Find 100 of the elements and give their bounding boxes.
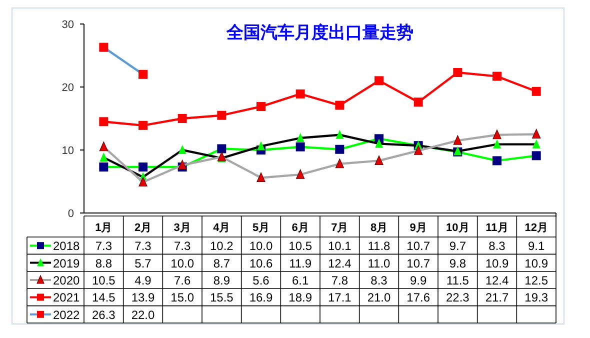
data-label: 8.8	[95, 256, 112, 270]
data-label: 8.3	[370, 274, 388, 288]
x-tick-label: 6月	[292, 222, 309, 234]
point	[414, 145, 423, 155]
data-label: 10.6	[249, 256, 273, 270]
point	[335, 158, 344, 168]
x-tick-label: 10月	[446, 222, 470, 234]
point	[453, 68, 462, 78]
point	[296, 169, 305, 179]
point	[532, 128, 541, 139]
data-label: 14.5	[92, 290, 116, 305]
point	[492, 156, 502, 166]
data-label: 6.1	[292, 274, 309, 288]
data-label: 10.0	[249, 239, 273, 254]
point	[492, 72, 502, 81]
x-tick-label: 9月	[410, 222, 427, 234]
point	[374, 76, 384, 86]
data-label: 7.3	[134, 239, 152, 254]
point	[217, 110, 226, 120]
point	[256, 172, 266, 182]
data-label: 22.3	[446, 290, 470, 305]
data-label: 9.8	[449, 256, 466, 270]
data-label: 11.0	[368, 256, 391, 270]
data-label: 11.8	[368, 239, 391, 254]
x-tick-label: 12月	[524, 222, 548, 234]
data-label: 9.9	[410, 274, 427, 288]
data-label: 7.3	[95, 239, 112, 254]
point	[256, 102, 266, 112]
point	[493, 139, 501, 148]
data-label: 10.5	[92, 274, 116, 288]
point	[374, 155, 384, 166]
data-label: 18.9	[288, 290, 312, 305]
x-tick-label: 11月	[486, 222, 508, 234]
data-label: 22.0	[131, 308, 155, 322]
chart-title: 全国汽车月度出口量走势	[226, 23, 414, 43]
data-label: 17.1	[328, 290, 352, 305]
point	[178, 114, 187, 123]
x-tick-label: 8月	[370, 222, 388, 234]
data-label: 12.4	[328, 256, 352, 270]
point	[138, 120, 148, 130]
data-label: 10.9	[485, 256, 509, 270]
data-label: 11.9	[289, 256, 312, 270]
data-label: 26.3	[92, 308, 116, 322]
point	[138, 176, 148, 186]
data-label: 11.5	[446, 274, 470, 288]
point	[217, 144, 226, 154]
data-label: 7.3	[174, 239, 191, 254]
point	[336, 130, 344, 139]
data-label: 10.7	[406, 256, 430, 270]
point	[99, 162, 108, 172]
data-label: 10.0	[170, 256, 194, 270]
point	[335, 100, 344, 110]
point	[414, 98, 423, 107]
data-label: 8.3	[488, 239, 506, 254]
point	[375, 138, 383, 148]
data-label: 15.5	[210, 290, 234, 305]
point	[532, 139, 540, 148]
data-label: 5.7	[134, 256, 152, 270]
y-tick-label: 10	[62, 145, 74, 157]
data-label: 8.7	[213, 256, 230, 270]
data-label: 16.9	[249, 290, 273, 305]
data-label: 7.6	[174, 274, 191, 288]
point	[178, 160, 187, 170]
data-label: 21.0	[367, 290, 391, 305]
point	[138, 70, 148, 79]
point	[99, 42, 108, 52]
point	[99, 142, 108, 152]
data-label: 13.9	[131, 290, 155, 305]
point	[178, 145, 186, 154]
point	[492, 130, 502, 140]
legend-label: 2019	[53, 256, 80, 270]
point	[296, 89, 305, 98]
data-label: 7.8	[331, 274, 348, 288]
data-label: 4.9	[134, 274, 152, 288]
x-tick-label: 5月	[252, 222, 270, 234]
data-label: 10.7	[406, 239, 430, 254]
point	[296, 142, 305, 152]
point	[138, 162, 148, 172]
data-label: 10.1	[328, 239, 352, 254]
data-label: 17.6	[406, 290, 430, 305]
legend-label: 2018	[53, 239, 80, 254]
data-label: 9.1	[528, 239, 545, 254]
point	[100, 152, 108, 162]
legend-label: 2020	[53, 274, 80, 288]
data-label: 21.7	[485, 290, 509, 305]
data-label: 10.5	[288, 239, 312, 254]
data-label: 12.4	[485, 274, 509, 288]
data-label: 12.5	[524, 274, 548, 288]
data-label: 10.2	[210, 239, 234, 254]
y-tick-label: 20	[62, 82, 74, 94]
point	[532, 151, 541, 160]
data-label: 10.9	[524, 256, 548, 270]
x-tick-label: 1月	[95, 222, 112, 234]
point	[453, 135, 462, 145]
data-label: 9.7	[449, 239, 466, 254]
data-label: 8.9	[213, 274, 230, 288]
point	[532, 86, 541, 96]
point	[99, 117, 108, 126]
legend-label: 2021	[53, 290, 80, 305]
point	[296, 133, 304, 142]
